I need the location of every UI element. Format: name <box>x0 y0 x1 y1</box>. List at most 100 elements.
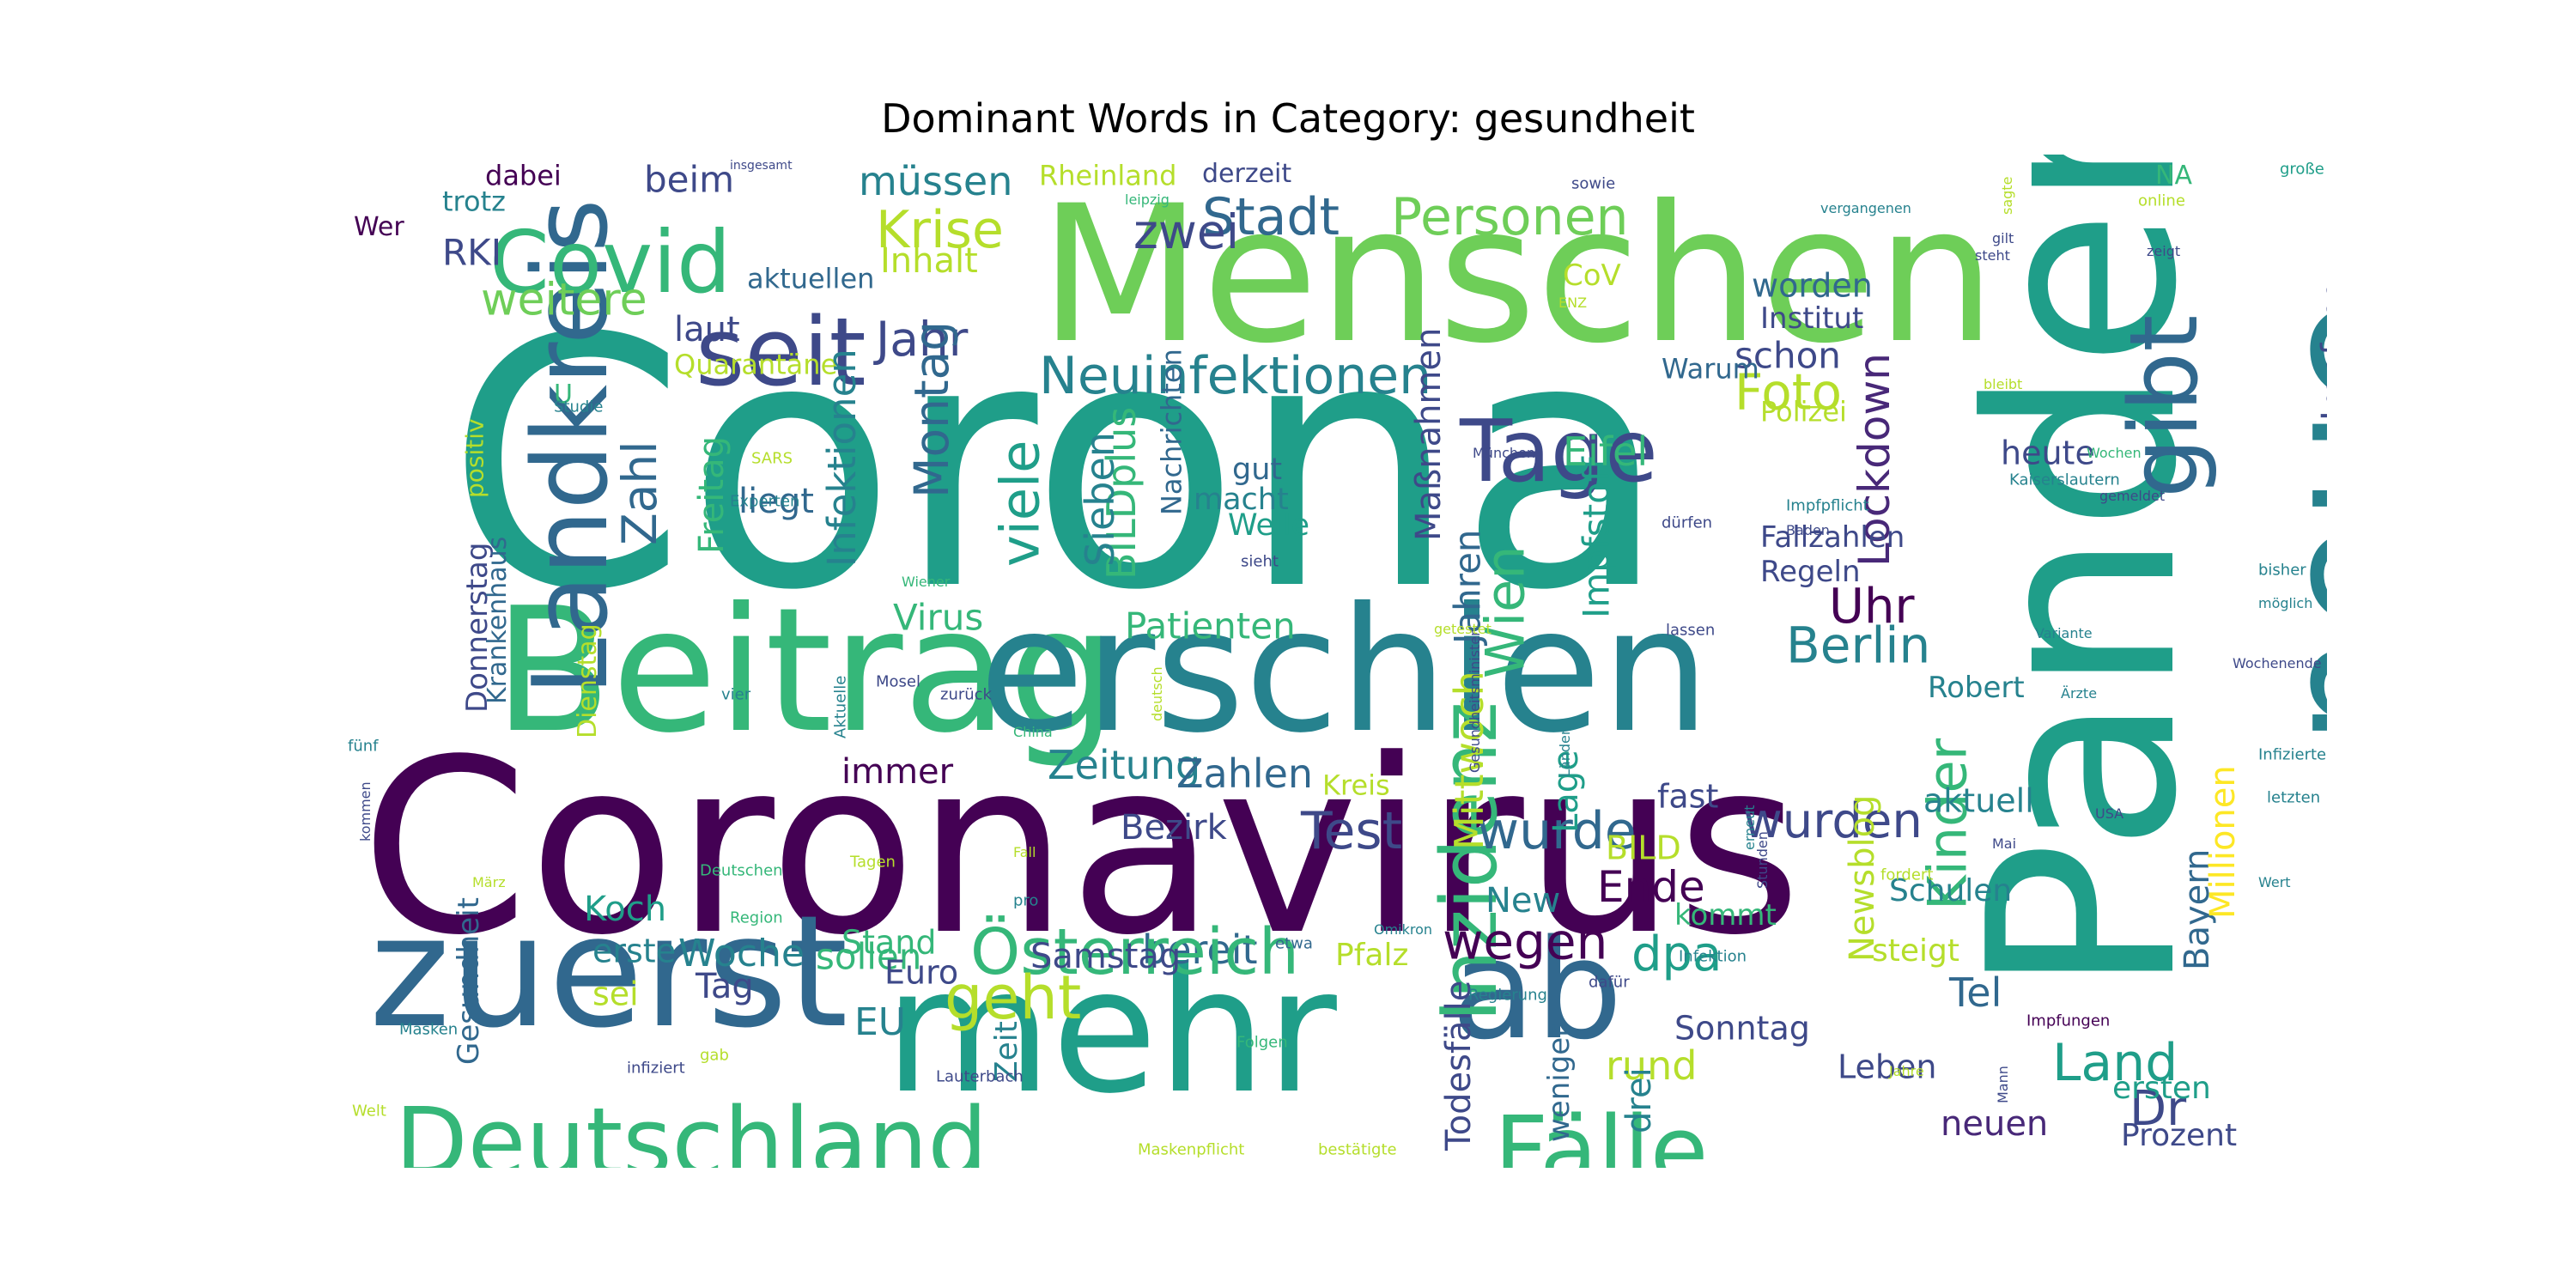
word-cloud-word: Kaiserslautern <box>2009 471 2120 489</box>
word-cloud-word: mehr <box>884 932 1338 1132</box>
word-cloud-word: dabei <box>485 160 562 192</box>
word-cloud-word: aktuellen <box>747 263 874 295</box>
word-cloud-word: Baden <box>1786 522 1830 538</box>
word-cloud-word: immer <box>841 752 954 792</box>
word-cloud-word: Millionen <box>2203 765 2243 919</box>
word-cloud-word: Lage <box>1546 750 1586 833</box>
word-cloud-word: insgesamt <box>730 159 793 173</box>
word-cloud-word: Mosel <box>876 672 920 690</box>
word-cloud-word: Wer <box>354 212 404 242</box>
word-cloud-word: Fallzahlen <box>1760 520 1905 555</box>
word-cloud-word: Covid <box>489 212 731 313</box>
word-cloud-word: kommen <box>357 781 374 841</box>
word-cloud-word: Maskenpflicht <box>1138 1140 1244 1158</box>
word-cloud-word: Masken <box>399 1020 458 1038</box>
word-cloud-word: Deutschen <box>700 861 783 879</box>
word-cloud-word: Mann <box>1995 1066 2011 1103</box>
word-cloud-word: erschien <box>979 571 1710 771</box>
word-cloud-word: letzten <box>2267 788 2320 806</box>
word-cloud-word: Tel <box>1948 969 2002 1016</box>
word-cloud-word: Stand <box>841 923 937 961</box>
word-cloud-word: geht <box>945 963 1081 1033</box>
word-cloud-word: Robert <box>1928 671 2025 705</box>
word-cloud-word: fünf <box>348 737 379 755</box>
word-cloud-word: Wert <box>2258 874 2291 890</box>
word-cloud-word: Prozent <box>2121 1118 2237 1153</box>
word-cloud-word: Wiener <box>902 574 951 590</box>
word-cloud-word: BILD <box>1606 829 1681 866</box>
word-cloud-word: müssen <box>859 158 1012 204</box>
word-cloud-word: aktuell <box>1923 781 2034 819</box>
word-cloud-word: Pfalz <box>1335 938 1408 973</box>
figure-title: Dominant Words in Category: gesundheit <box>881 95 1695 142</box>
word-cloud-word: Tage <box>1459 401 1658 501</box>
word-cloud-word: vergangenen <box>1820 200 1911 216</box>
word-cloud-word: Ärzte <box>2061 685 2097 702</box>
word-cloud-word: wurden <box>1743 793 1923 849</box>
word-cloud-word: dürfen <box>1662 513 1712 532</box>
word-cloud-word: Warum <box>1662 353 1759 386</box>
word-cloud-word: Wochenende <box>2233 655 2322 671</box>
word-cloud-word: Freitag <box>692 436 732 554</box>
word-cloud-word: SARS <box>751 449 793 467</box>
word-cloud-word: Eifel <box>1563 428 1648 475</box>
word-cloud-word: kommt <box>1674 898 1777 933</box>
word-cloud-word: Omikron <box>1374 921 1432 938</box>
word-cloud-word: heute <box>2001 434 2095 471</box>
word-cloud-word: liegt <box>738 482 814 521</box>
word-cloud-word: Jahr <box>873 312 969 367</box>
word-cloud-word: Deutschland <box>395 1087 987 1168</box>
word-cloud-word: Jahre <box>1888 1063 1924 1079</box>
word-cloud-word: NA <box>2155 161 2192 191</box>
word-cloud-word: Impfpflicht <box>1786 496 1869 514</box>
word-cloud-word: Rheinland <box>1039 160 1176 192</box>
word-cloud-word: ENZ <box>1558 295 1587 311</box>
word-cloud-word: positiv <box>460 418 489 498</box>
word-cloud-word: wegen <box>1443 912 1607 970</box>
word-cloud-word: zuerst <box>369 883 848 1062</box>
word-cloud-word: Lauterbach <box>936 1067 1024 1085</box>
word-cloud-word: Länder <box>1557 729 1573 777</box>
word-cloud-word: Virus <box>893 597 983 639</box>
word-cloud-word: Schulen <box>1889 873 2012 908</box>
word-cloud-word: Fall <box>1013 844 1036 860</box>
word-cloud-word: Mai <box>1992 835 2016 852</box>
word-cloud-word: Patienten <box>1125 605 1296 647</box>
word-cloud-word: Leben <box>1838 1048 1936 1085</box>
word-cloud-word: gibt <box>2109 315 2219 498</box>
word-cloud-word: bleibt <box>1984 376 2022 392</box>
word-cloud-word: Samstag <box>1030 937 1181 976</box>
word-cloud-word: Zahl <box>612 440 667 545</box>
word-cloud-word: Koch <box>584 890 666 929</box>
word-cloud-word: worden <box>1752 266 1873 304</box>
word-cloud-word: Euro <box>884 953 958 991</box>
word-cloud-word: Bayern <box>2178 849 2217 970</box>
word-cloud-word: Folgen <box>1236 1033 1288 1051</box>
word-cloud-word: gut <box>1232 453 1282 487</box>
word-cloud-word: sei <box>592 975 639 1012</box>
word-cloud-word: fast <box>1657 777 1718 815</box>
word-cloud-word: erste <box>592 932 676 969</box>
word-cloud-word: Tag <box>695 967 754 1006</box>
word-cloud-word: Gesundheit <box>452 897 486 1065</box>
word-cloud-word: steht <box>1975 247 2010 264</box>
word-cloud-word: Menschen <box>1039 165 1996 385</box>
word-cloud-word: Quarantäne <box>674 349 837 381</box>
word-cloud-word: große <box>2280 160 2324 178</box>
word-cloud-word: Experten <box>730 492 799 510</box>
word-cloud-word: rund <box>1606 1042 1697 1089</box>
word-cloud-word: vier <box>721 685 751 703</box>
word-cloud-word: weitere <box>481 275 647 326</box>
word-cloud-word: Regierung <box>1468 986 1547 1004</box>
word-cloud-word: etwa <box>1275 934 1313 952</box>
word-cloud-word: bisher <box>2258 561 2306 579</box>
word-cloud-word: Lockdown <box>1850 353 1899 567</box>
word-cloud-word: Landkreis <box>512 199 631 696</box>
word-cloud-word: Infektionen <box>819 349 865 567</box>
word-cloud-word: deutsch <box>1149 666 1165 721</box>
word-cloud-word: Wochen <box>2087 445 2142 461</box>
word-cloud-word: Donnerstag <box>460 543 495 713</box>
word-cloud-word: Welle <box>1228 508 1309 543</box>
word-cloud-word: Maßnahmen <box>1409 328 1449 541</box>
word-cloud-word: München <box>1473 445 1535 461</box>
